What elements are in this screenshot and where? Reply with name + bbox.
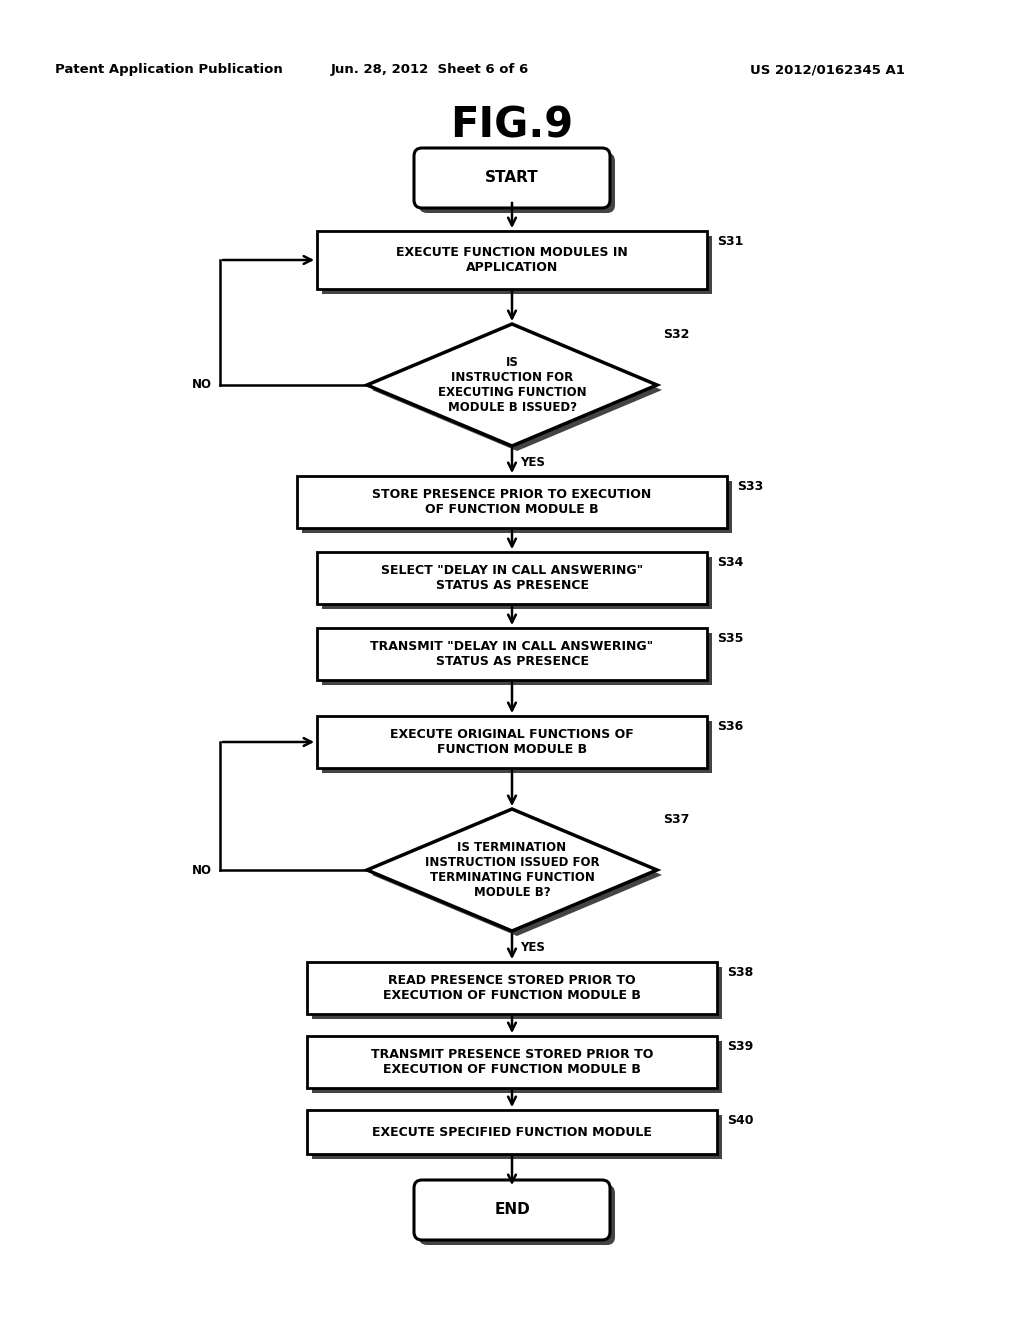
Text: US 2012/0162345 A1: US 2012/0162345 A1 xyxy=(750,63,905,77)
Text: EXECUTE FUNCTION MODULES IN
APPLICATION: EXECUTE FUNCTION MODULES IN APPLICATION xyxy=(396,246,628,275)
Text: YES: YES xyxy=(520,941,545,954)
FancyBboxPatch shape xyxy=(414,148,610,209)
Polygon shape xyxy=(372,329,662,451)
Polygon shape xyxy=(367,809,657,931)
Text: S35: S35 xyxy=(717,632,743,645)
Text: S38: S38 xyxy=(727,966,754,979)
Text: NO: NO xyxy=(193,379,212,392)
Text: EXECUTE ORIGINAL FUNCTIONS OF
FUNCTION MODULE B: EXECUTE ORIGINAL FUNCTIONS OF FUNCTION M… xyxy=(390,729,634,756)
Bar xyxy=(322,236,712,294)
Bar xyxy=(307,1036,717,1088)
Text: S31: S31 xyxy=(717,235,743,248)
Text: S36: S36 xyxy=(717,719,743,733)
Bar xyxy=(307,962,717,1014)
Bar xyxy=(317,715,707,768)
Text: START: START xyxy=(485,170,539,186)
FancyBboxPatch shape xyxy=(419,153,615,213)
Text: Jun. 28, 2012  Sheet 6 of 6: Jun. 28, 2012 Sheet 6 of 6 xyxy=(331,63,529,77)
Text: IS
INSTRUCTION FOR
EXECUTING FUNCTION
MODULE B ISSUED?: IS INSTRUCTION FOR EXECUTING FUNCTION MO… xyxy=(437,356,587,414)
Text: S34: S34 xyxy=(717,556,743,569)
FancyBboxPatch shape xyxy=(419,1185,615,1245)
Bar xyxy=(322,557,712,609)
Text: IS TERMINATION
INSTRUCTION ISSUED FOR
TERMINATING FUNCTION
MODULE B?: IS TERMINATION INSTRUCTION ISSUED FOR TE… xyxy=(425,841,599,899)
FancyBboxPatch shape xyxy=(414,1180,610,1239)
Bar xyxy=(307,1110,717,1154)
Text: END: END xyxy=(495,1203,529,1217)
Text: YES: YES xyxy=(520,455,545,469)
Bar xyxy=(312,1041,722,1093)
Bar xyxy=(322,634,712,685)
Text: S32: S32 xyxy=(663,327,689,341)
Polygon shape xyxy=(367,323,657,446)
Bar xyxy=(302,480,732,533)
Bar xyxy=(297,477,727,528)
Bar xyxy=(312,968,722,1019)
Text: FIG.9: FIG.9 xyxy=(451,104,573,147)
Text: SELECT "DELAY IN CALL ANSWERING"
STATUS AS PRESENCE: SELECT "DELAY IN CALL ANSWERING" STATUS … xyxy=(381,564,643,591)
Text: STORE PRESENCE PRIOR TO EXECUTION
OF FUNCTION MODULE B: STORE PRESENCE PRIOR TO EXECUTION OF FUN… xyxy=(373,488,651,516)
Text: S40: S40 xyxy=(727,1114,754,1127)
Bar xyxy=(322,721,712,774)
Text: S33: S33 xyxy=(737,480,763,492)
Text: Patent Application Publication: Patent Application Publication xyxy=(55,63,283,77)
Text: TRANSMIT PRESENCE STORED PRIOR TO
EXECUTION OF FUNCTION MODULE B: TRANSMIT PRESENCE STORED PRIOR TO EXECUT… xyxy=(371,1048,653,1076)
Text: READ PRESENCE STORED PRIOR TO
EXECUTION OF FUNCTION MODULE B: READ PRESENCE STORED PRIOR TO EXECUTION … xyxy=(383,974,641,1002)
Text: EXECUTE SPECIFIED FUNCTION MODULE: EXECUTE SPECIFIED FUNCTION MODULE xyxy=(372,1126,652,1138)
Text: TRANSMIT "DELAY IN CALL ANSWERING"
STATUS AS PRESENCE: TRANSMIT "DELAY IN CALL ANSWERING" STATU… xyxy=(371,640,653,668)
Text: S39: S39 xyxy=(727,1040,754,1053)
Bar xyxy=(317,552,707,605)
Text: S37: S37 xyxy=(663,813,689,826)
Polygon shape xyxy=(372,814,662,936)
Text: NO: NO xyxy=(193,863,212,876)
Bar xyxy=(317,231,707,289)
Bar xyxy=(317,628,707,680)
Bar xyxy=(312,1115,722,1159)
